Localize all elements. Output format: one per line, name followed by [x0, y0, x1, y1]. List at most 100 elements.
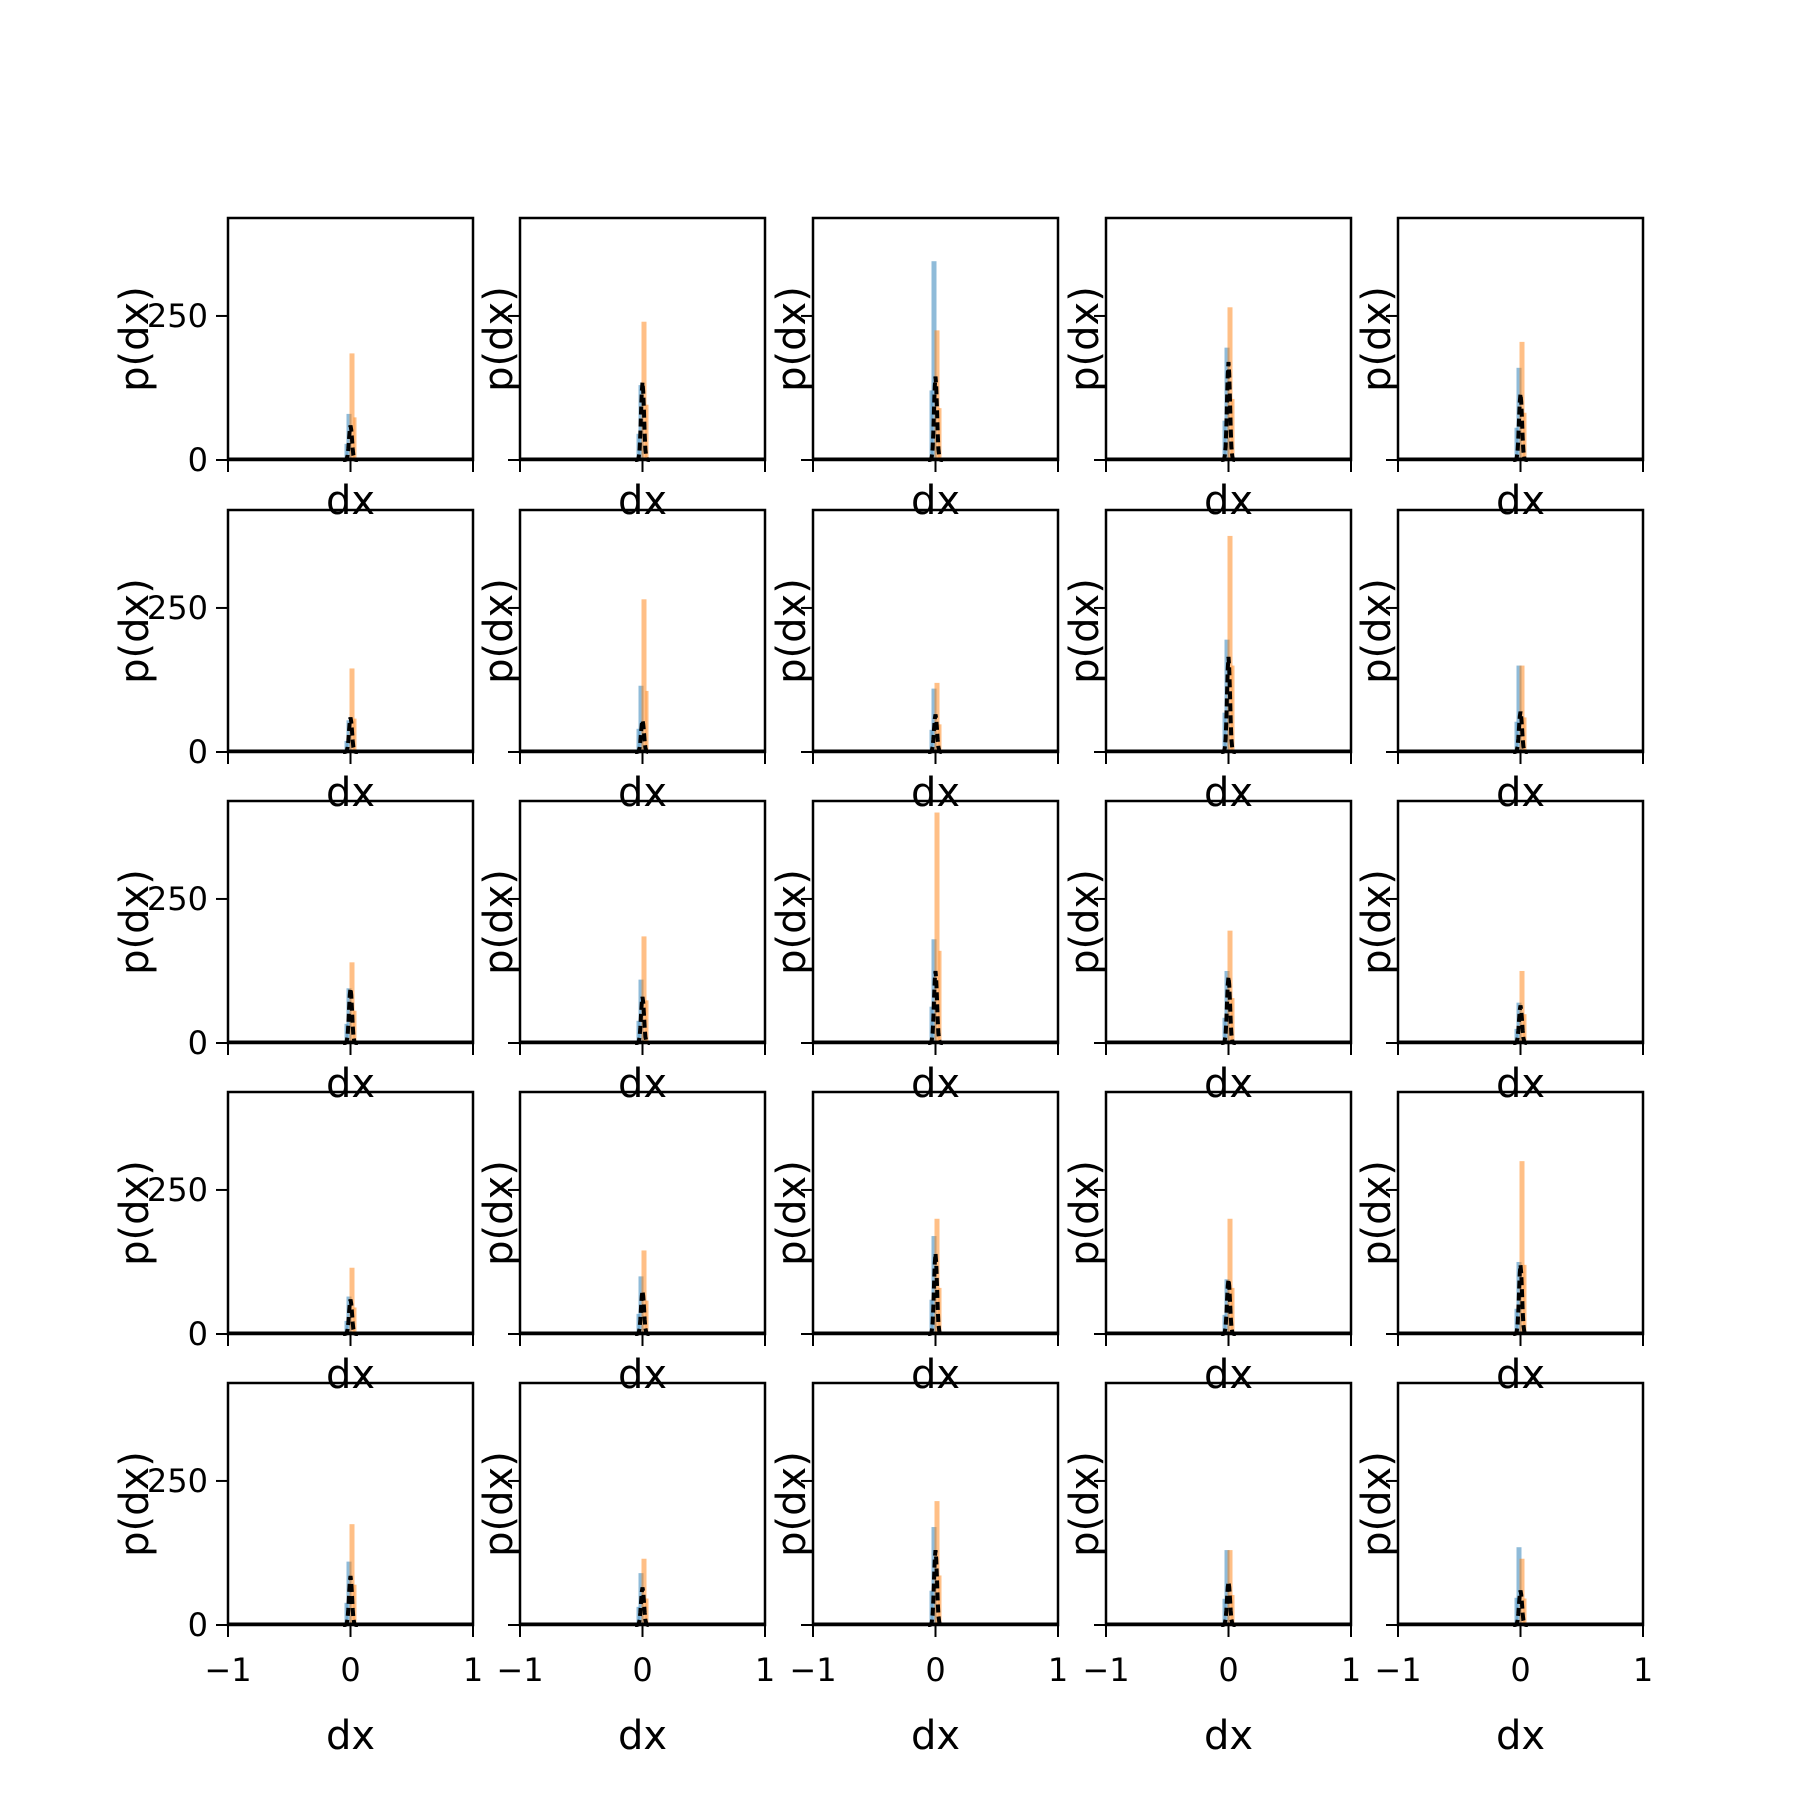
y-tick-label: 0	[188, 1024, 208, 1062]
x-axis-label: dx	[911, 1713, 960, 1759]
x-axis-label: dx	[326, 1713, 375, 1759]
y-axis-label: p(dx)	[112, 869, 158, 975]
series-b-bar	[353, 1010, 357, 1043]
series-b-bar	[641, 1250, 647, 1334]
x-tick-label: 1	[463, 1651, 483, 1689]
series-b-bar	[641, 936, 647, 1043]
x-axis-label: dx	[1496, 478, 1545, 524]
panel-5-3: −1 0 1 dx p(dx)	[769, 1381, 1068, 1759]
y-axis-label: p(dx)	[476, 578, 522, 684]
y-axis-label: p(dx)	[769, 1451, 815, 1557]
x-axis-label: dx	[1204, 1061, 1253, 1107]
y-tick-label: 250	[147, 1171, 208, 1209]
y-axis-label: p(dx)	[1354, 869, 1400, 975]
series-b-bar	[645, 690, 649, 752]
series-b-bar	[645, 1300, 649, 1334]
series-b-bar	[353, 417, 357, 460]
series-a-bar	[344, 1320, 348, 1334]
x-tick-label: −1	[789, 1651, 836, 1689]
y-axis-label: p(dx)	[112, 1451, 158, 1557]
series-a-bar	[1516, 1002, 1522, 1043]
panel-2-3: dx p(dx)	[769, 508, 1060, 816]
panel-3-1: 0 250 dx p(dx)	[112, 799, 475, 1107]
panel-3-5: dx p(dx)	[1354, 799, 1645, 1107]
y-axis-label: p(dx)	[476, 1160, 522, 1266]
series-b-bar	[938, 724, 942, 752]
y-axis-label: p(dx)	[1354, 578, 1400, 684]
y-axis-label: p(dx)	[476, 869, 522, 975]
y-axis-label: p(dx)	[476, 286, 522, 392]
panel-4-1: 0 250 dx p(dx)	[112, 1090, 475, 1398]
x-axis-label: dx	[618, 1061, 667, 1107]
series-b-bar	[1231, 1287, 1235, 1334]
series-b-bar	[1523, 1264, 1527, 1334]
x-axis-label: dx	[618, 770, 667, 816]
panel-1-5: dx p(dx)	[1354, 216, 1645, 524]
series-b-bar	[938, 1575, 942, 1625]
series-a-bar	[1224, 639, 1230, 752]
series-a-bar	[638, 979, 644, 1043]
x-tick-label: 0	[1510, 1651, 1530, 1689]
y-axis-label: p(dx)	[1062, 1160, 1108, 1266]
series-b-bar	[1523, 717, 1527, 752]
series-b-bar	[934, 1218, 940, 1334]
x-axis-label: dx	[326, 770, 375, 816]
y-axis-label: p(dx)	[1062, 286, 1108, 392]
y-tick-label: 250	[147, 1462, 208, 1500]
series-b-bar	[1519, 665, 1525, 752]
y-tick-label: 250	[147, 297, 208, 335]
y-axis-label: p(dx)	[1062, 578, 1108, 684]
x-axis-label: dx	[911, 478, 960, 524]
x-tick-label: 1	[1048, 1651, 1068, 1689]
series-a-bar	[1222, 712, 1226, 752]
series-b-bar	[645, 404, 649, 460]
series-b-bar	[938, 950, 942, 1043]
y-axis-label: p(dx)	[112, 286, 158, 392]
panel-1-3: dx p(dx)	[769, 216, 1060, 524]
y-axis-label: p(dx)	[769, 1160, 815, 1266]
x-axis-label: dx	[618, 1352, 667, 1398]
series-a-bar	[346, 1296, 352, 1334]
y-axis-label: p(dx)	[769, 869, 815, 975]
panel-2-4: dx p(dx)	[1062, 508, 1353, 816]
series-a-bar	[929, 1006, 933, 1043]
y-tick-label: 0	[188, 1315, 208, 1353]
y-tick-label: 250	[147, 880, 208, 918]
x-tick-label: 0	[632, 1651, 652, 1689]
x-axis-label: dx	[911, 1061, 960, 1107]
x-tick-label: −1	[496, 1651, 543, 1689]
panel-4-2: dx p(dx)	[476, 1090, 767, 1398]
series-a-bar	[344, 740, 348, 752]
series-b-bar	[353, 1307, 357, 1334]
panel-4-5: dx p(dx)	[1354, 1090, 1645, 1398]
y-axis-label: p(dx)	[1354, 1451, 1400, 1557]
series-a-bar	[1514, 1597, 1518, 1625]
y-axis-label: p(dx)	[769, 286, 815, 392]
panel-3-2: dx p(dx)	[476, 799, 767, 1107]
x-tick-label: 1	[1633, 1651, 1653, 1689]
x-axis-label: dx	[326, 1061, 375, 1107]
panel-4-4: dx p(dx)	[1062, 1090, 1353, 1398]
x-tick-label: −1	[1082, 1651, 1129, 1689]
series-a-bar	[346, 1561, 352, 1625]
series-b-bar	[645, 1598, 649, 1625]
x-tick-label: 0	[340, 1651, 360, 1689]
panel-2-1: 0 250 dx p(dx)	[112, 508, 475, 816]
x-tick-label: 0	[1218, 1651, 1238, 1689]
series-b-bar	[1519, 1161, 1525, 1334]
x-axis-label: dx	[1204, 1713, 1253, 1759]
x-axis-label: dx	[911, 1352, 960, 1398]
series-b-bar	[645, 1000, 649, 1043]
panel-3-4: dx p(dx)	[1062, 799, 1353, 1107]
panel-1-4: dx p(dx)	[1062, 216, 1353, 524]
series-a-bar	[638, 685, 644, 752]
series-a-bar	[344, 443, 348, 460]
series-b-bar	[1227, 1218, 1233, 1334]
y-tick-label: 0	[188, 441, 208, 479]
series-b-bar	[1231, 1595, 1235, 1625]
series-b-bar	[1523, 1014, 1527, 1043]
x-axis-label: dx	[1496, 1352, 1545, 1398]
series-b-bar	[641, 599, 647, 752]
series-b-bar	[1231, 665, 1235, 752]
x-axis-label: dx	[1204, 1352, 1253, 1398]
